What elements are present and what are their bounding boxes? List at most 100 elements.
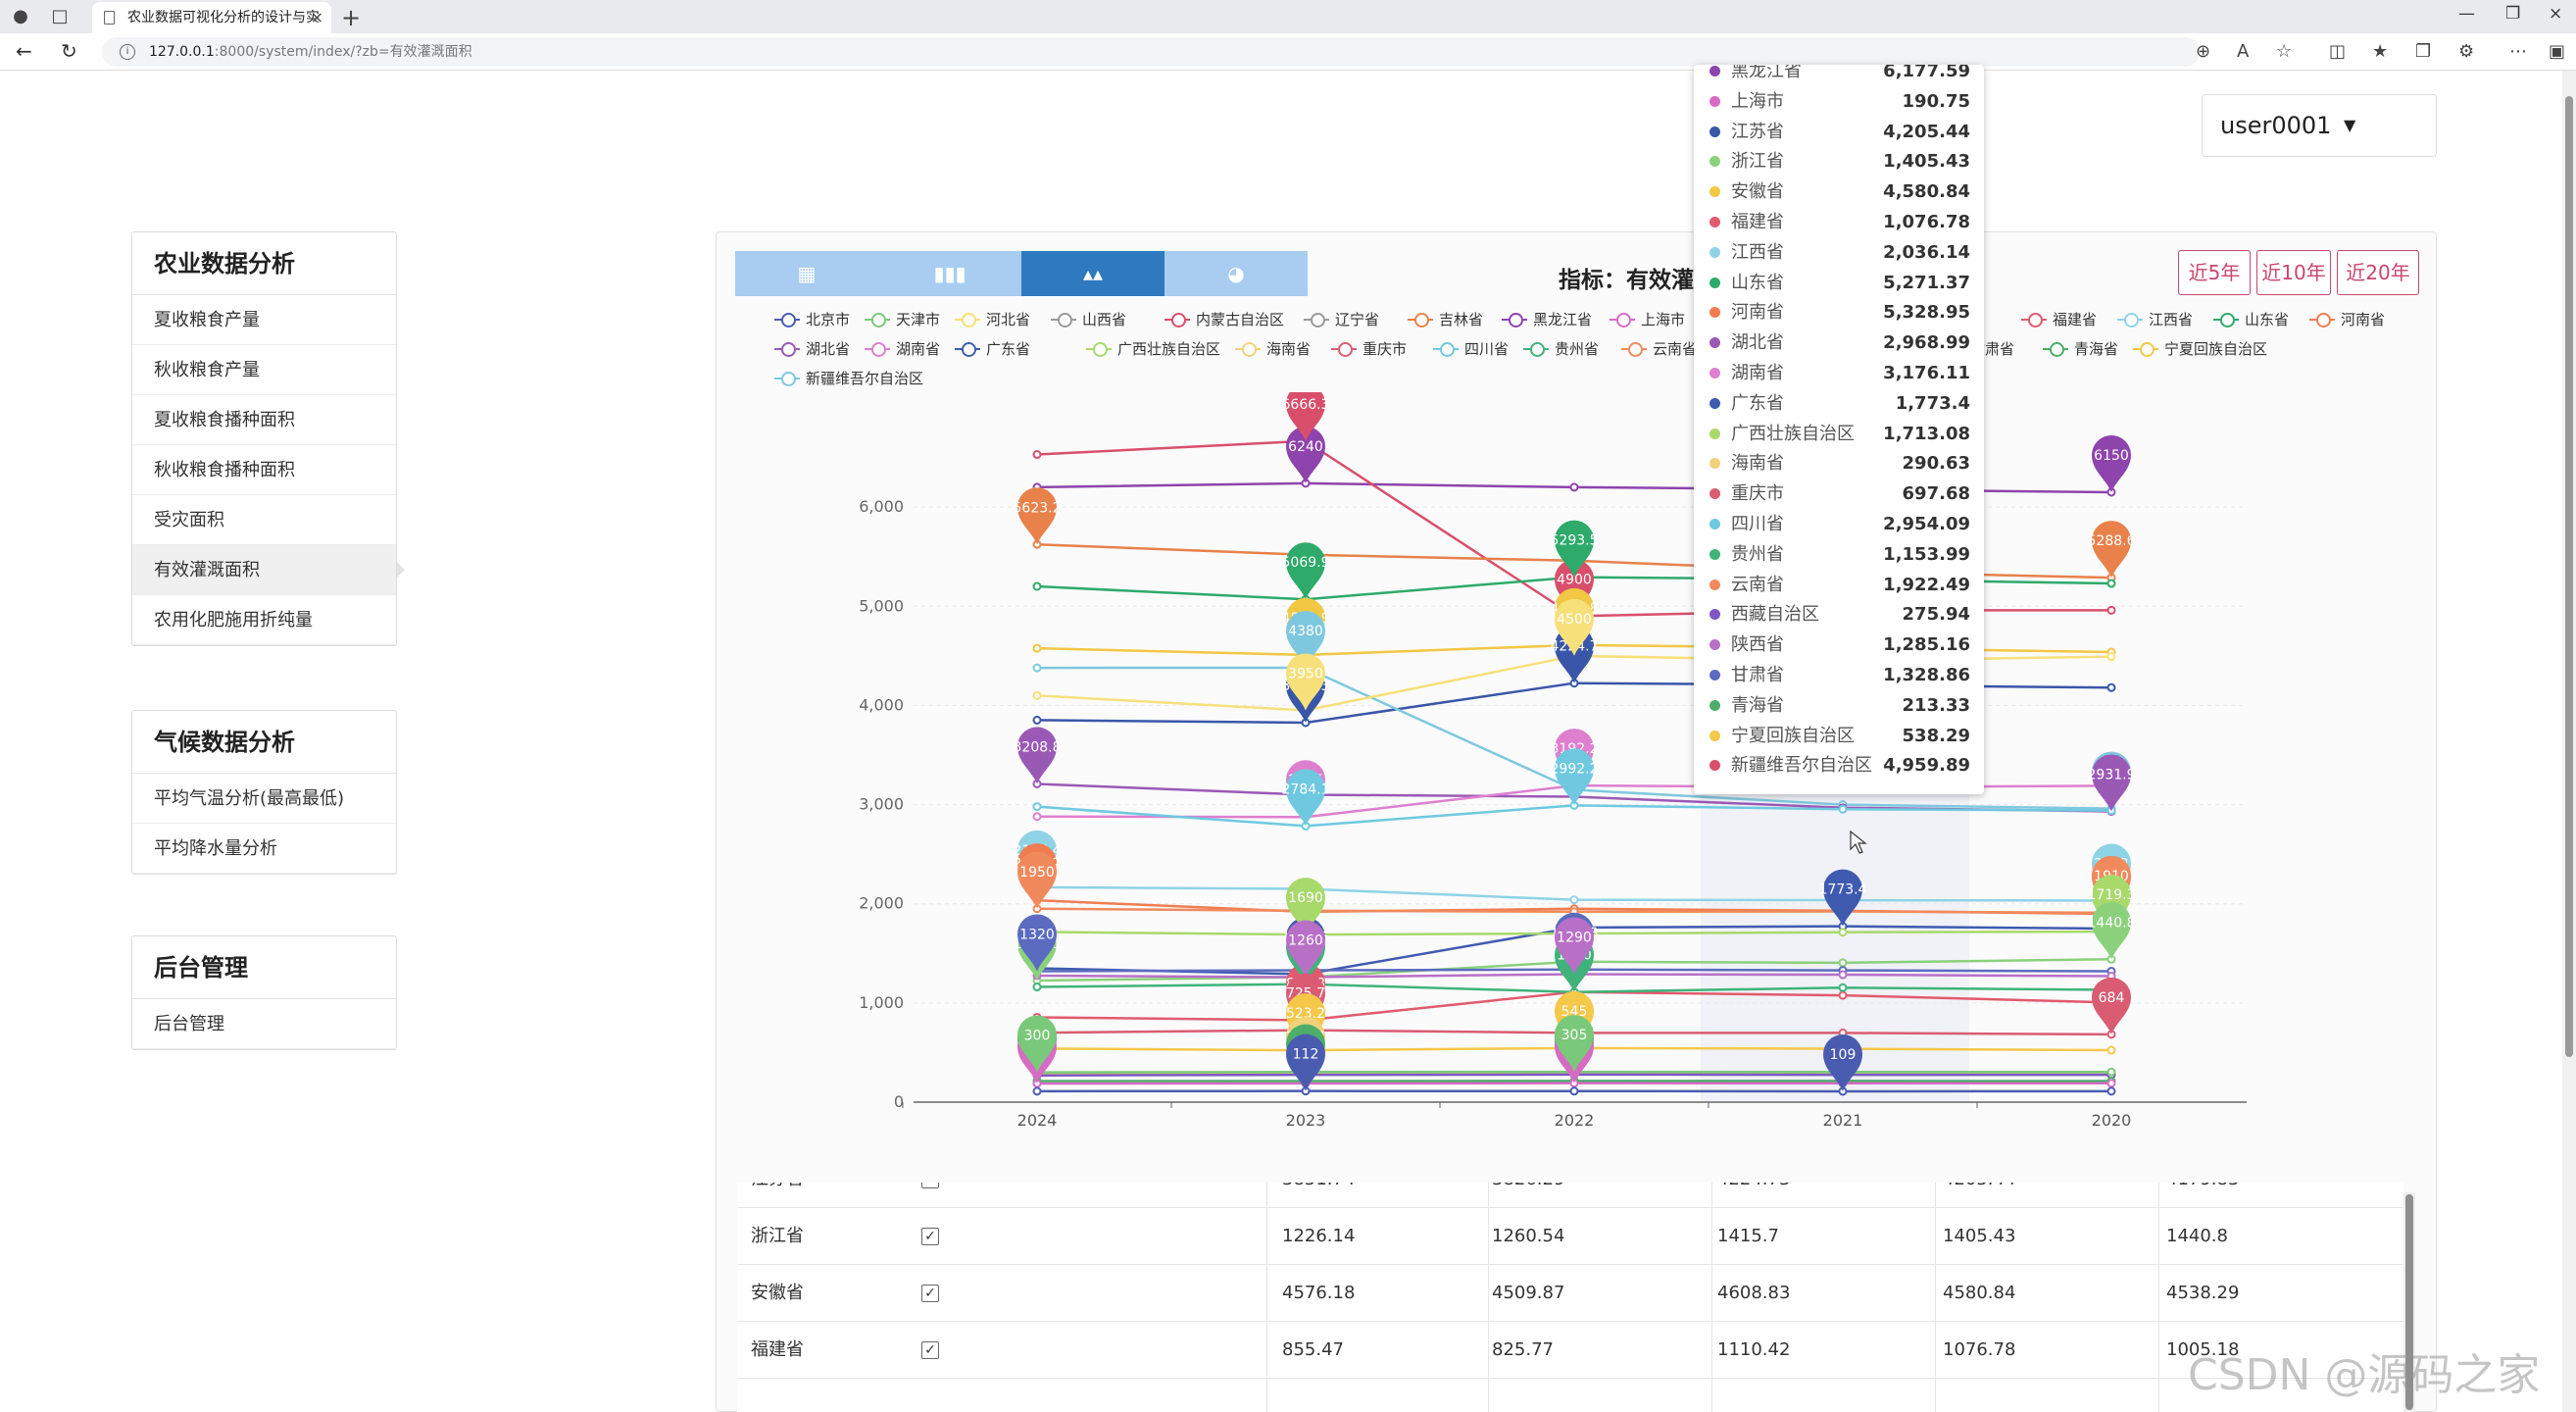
data-point[interactable] xyxy=(1032,983,1042,992)
data-point[interactable] xyxy=(1838,990,1848,1000)
new-tab-icon[interactable]: + xyxy=(341,4,362,31)
data-point[interactable] xyxy=(1838,970,1848,980)
legend-item[interactable]: 湖北省 xyxy=(774,339,850,359)
data-point[interactable] xyxy=(1032,802,1042,812)
last-20-years-button[interactable]: 近20年 xyxy=(2337,250,2419,295)
site-info-icon[interactable]: i xyxy=(120,44,135,60)
legend-item[interactable]: 重庆市 xyxy=(1331,339,1407,359)
minimize-icon[interactable]: — xyxy=(2458,4,2475,24)
data-point[interactable] xyxy=(1032,663,1042,673)
tooltip-value: 2,954.09 xyxy=(1883,514,1970,534)
user-dropdown[interactable]: user0001 ▼ xyxy=(2202,94,2437,157)
last-5-years-button[interactable]: 近5年 xyxy=(2178,250,2251,295)
legend-item[interactable]: 辽宁省 xyxy=(1304,310,1379,329)
legend-item[interactable]: 河南省 xyxy=(2309,310,2385,329)
close-window-icon[interactable]: × xyxy=(2549,4,2563,24)
legend-item[interactable]: 山西省 xyxy=(1051,310,1126,329)
favorites-icon[interactable]: ★ xyxy=(2372,41,2389,62)
back-icon[interactable]: ← xyxy=(16,39,32,63)
legend-item[interactable]: 山东省 xyxy=(2213,310,2289,329)
read-aloud-icon[interactable]: A xyxy=(2237,41,2250,62)
legend-item[interactable]: 福建省 xyxy=(2021,310,2097,329)
row-checkbox[interactable]: ✓ xyxy=(921,1228,939,1245)
table-view-tab[interactable]: ▦ xyxy=(735,251,878,296)
legend-item[interactable]: 江西省 xyxy=(2117,310,2193,329)
bar-view-tab[interactable]: ▮▮▮ xyxy=(878,251,1021,296)
data-point[interactable] xyxy=(2106,1045,2116,1055)
data-point[interactable] xyxy=(1032,1086,1042,1096)
legend-item[interactable]: 四川省 xyxy=(1433,339,1509,359)
refresh-icon[interactable]: ↻ xyxy=(61,39,77,63)
data-point[interactable] xyxy=(2106,1086,2116,1096)
data-point[interactable] xyxy=(2106,579,2116,588)
data-point[interactable] xyxy=(1569,895,1579,905)
agri-menu-item[interactable]: 夏收粮食播种面积 xyxy=(132,395,396,445)
data-point[interactable] xyxy=(1032,715,1042,725)
restore-icon[interactable]: ❐ xyxy=(2505,4,2521,24)
agri-menu-item[interactable]: 农用化肥施用折纯量 xyxy=(132,595,396,645)
split-screen-icon[interactable]: ◫ xyxy=(2329,41,2347,62)
admin-menu-item[interactable]: 后台管理 xyxy=(132,999,396,1049)
climate-menu-item[interactable]: 平均降水量分析 xyxy=(132,824,396,874)
data-point[interactable] xyxy=(2106,1079,2116,1088)
last-10-years-button[interactable]: 近10年 xyxy=(2256,250,2331,295)
page-scrollbar-thumb[interactable] xyxy=(2565,96,2573,1057)
collections-icon[interactable]: ❐ xyxy=(2415,41,2432,62)
data-point[interactable] xyxy=(1032,581,1042,591)
data-point[interactable] xyxy=(2106,652,2116,662)
agri-menu-item[interactable]: 夏收粮食产量 xyxy=(132,295,396,345)
data-point[interactable] xyxy=(1032,812,1042,822)
agri-menu-item[interactable]: 秋收粮食产量 xyxy=(132,345,396,395)
data-point[interactable] xyxy=(1838,983,1848,992)
favorite-icon[interactable]: ☆ xyxy=(2276,41,2293,62)
data-point[interactable] xyxy=(1032,690,1042,700)
browser-tab[interactable]: 农业数据可视化分析的设计与实 × xyxy=(92,2,331,33)
data-point[interactable] xyxy=(1569,482,1579,492)
table-scrollbar-thumb[interactable] xyxy=(2405,1194,2413,1410)
sidebar-icon[interactable]: ▣ xyxy=(2549,41,2566,62)
more-icon[interactable]: ⋯ xyxy=(2509,41,2527,62)
pie-view-tab[interactable]: ◕ xyxy=(1164,251,1308,296)
legend-item[interactable]: 湖南省 xyxy=(865,339,940,359)
legend-item[interactable]: 北京市 xyxy=(774,310,850,329)
agri-menu-item[interactable]: 秋收粮食播种面积 xyxy=(132,445,396,495)
data-point[interactable] xyxy=(1838,928,1848,937)
tooltip-series-name: 海南省 xyxy=(1731,453,1784,475)
legend-item[interactable]: 吉林省 xyxy=(1408,310,1483,329)
data-point[interactable] xyxy=(2106,605,2116,615)
legend-item[interactable]: 宁夏回族自治区 xyxy=(2133,339,2267,359)
legend-item[interactable]: 河北省 xyxy=(955,310,1030,329)
extensions-icon[interactable]: ⚙ xyxy=(2458,41,2475,62)
legend-item[interactable]: 黑龙江省 xyxy=(1502,310,1592,329)
legend-item[interactable]: 天津市 xyxy=(865,310,940,329)
close-tab-icon[interactable]: × xyxy=(310,8,323,26)
address-bar[interactable]: i 127.0.0.1:8000/system/index/?zb=有效灌溉面积 xyxy=(102,37,2200,67)
data-point[interactable] xyxy=(1569,1086,1579,1096)
data-point[interactable] xyxy=(2106,682,2116,692)
legend-item[interactable]: 广西壮族自治区 xyxy=(1086,339,1220,359)
data-point[interactable] xyxy=(1032,643,1042,653)
legend-item[interactable]: 青海省 xyxy=(2043,339,2118,359)
line-view-tab[interactable]: ▴▴ xyxy=(1021,251,1164,296)
legend-item[interactable]: 云南省 xyxy=(1621,339,1697,359)
climate-menu-item[interactable]: 平均气温分析(最高最低) xyxy=(132,774,396,824)
tab-actions-icon[interactable]: □ xyxy=(51,6,69,26)
data-point[interactable] xyxy=(1838,804,1848,814)
data-point[interactable] xyxy=(2106,1067,2116,1077)
row-checkbox[interactable]: ✓ xyxy=(921,1285,939,1302)
legend-item[interactable]: 广东省 xyxy=(955,339,1030,359)
profile-icon[interactable]: ● xyxy=(13,6,28,26)
row-checkbox[interactable]: ✓ xyxy=(921,1341,939,1359)
legend-item[interactable]: 海南省 xyxy=(1235,339,1311,359)
table-scrollbar[interactable] xyxy=(2403,1192,2415,1412)
data-point[interactable] xyxy=(1838,958,1848,968)
legend-item[interactable]: 上海市 xyxy=(1610,310,1685,329)
legend-item[interactable]: 贵州省 xyxy=(1523,339,1599,359)
data-point[interactable] xyxy=(1032,450,1042,460)
agri-menu-item[interactable]: 受灾面积 xyxy=(132,495,396,545)
legend-item[interactable]: 内蒙古自治区 xyxy=(1164,310,1284,329)
agri-menu-item[interactable]: 有效灌溉面积 xyxy=(132,545,405,595)
row-checkbox[interactable]: ✓ xyxy=(921,1183,939,1188)
zoom-icon[interactable]: ⊕ xyxy=(2196,41,2211,62)
legend-item[interactable]: 新疆维吾尔自治区 xyxy=(774,369,923,388)
